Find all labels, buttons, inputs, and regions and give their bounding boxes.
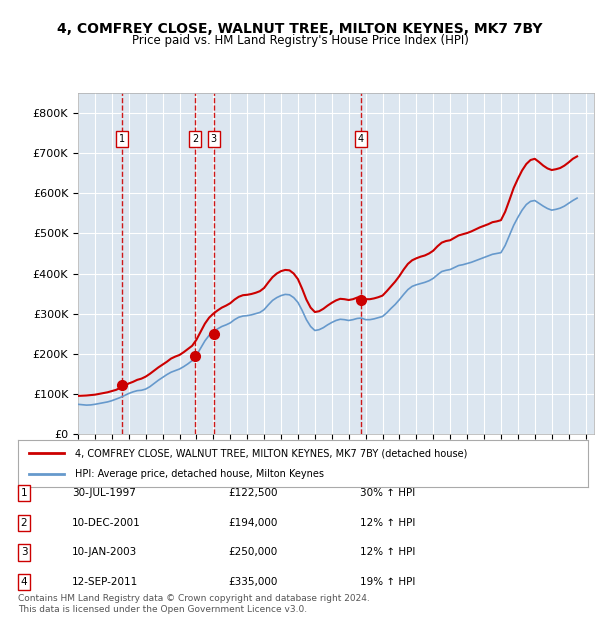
Text: 4: 4 xyxy=(20,577,28,587)
Text: 3: 3 xyxy=(211,134,217,144)
Text: 1: 1 xyxy=(119,134,125,144)
Text: 19% ↑ HPI: 19% ↑ HPI xyxy=(360,577,415,587)
Text: £250,000: £250,000 xyxy=(228,547,277,557)
Text: 4, COMFREY CLOSE, WALNUT TREE, MILTON KEYNES, MK7 7BY (detached house): 4, COMFREY CLOSE, WALNUT TREE, MILTON KE… xyxy=(75,448,467,458)
Text: 10-DEC-2001: 10-DEC-2001 xyxy=(72,518,141,528)
Text: 2: 2 xyxy=(20,518,28,528)
Text: 12% ↑ HPI: 12% ↑ HPI xyxy=(360,547,415,557)
Text: 4: 4 xyxy=(358,134,364,144)
Text: 10-JAN-2003: 10-JAN-2003 xyxy=(72,547,137,557)
Text: 3: 3 xyxy=(20,547,28,557)
Text: 12-SEP-2011: 12-SEP-2011 xyxy=(72,577,138,587)
Text: 12% ↑ HPI: 12% ↑ HPI xyxy=(360,518,415,528)
Text: £335,000: £335,000 xyxy=(228,577,277,587)
Text: Contains HM Land Registry data © Crown copyright and database right 2024.
This d: Contains HM Land Registry data © Crown c… xyxy=(18,595,370,614)
Text: 2: 2 xyxy=(192,134,199,144)
Text: 30-JUL-1997: 30-JUL-1997 xyxy=(72,488,136,498)
Text: HPI: Average price, detached house, Milton Keynes: HPI: Average price, detached house, Milt… xyxy=(75,469,324,479)
Text: £194,000: £194,000 xyxy=(228,518,277,528)
Text: £122,500: £122,500 xyxy=(228,488,277,498)
Text: 1: 1 xyxy=(20,488,28,498)
Text: 4, COMFREY CLOSE, WALNUT TREE, MILTON KEYNES, MK7 7BY: 4, COMFREY CLOSE, WALNUT TREE, MILTON KE… xyxy=(57,22,543,36)
Text: Price paid vs. HM Land Registry's House Price Index (HPI): Price paid vs. HM Land Registry's House … xyxy=(131,34,469,47)
Text: 30% ↑ HPI: 30% ↑ HPI xyxy=(360,488,415,498)
